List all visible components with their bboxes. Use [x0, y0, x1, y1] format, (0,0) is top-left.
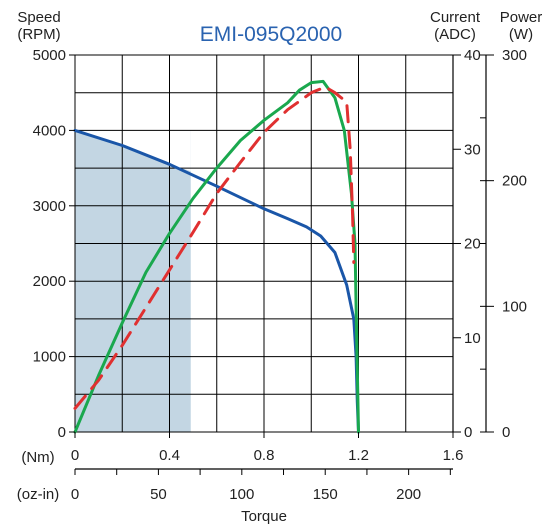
speed-tick-label: 1000 [33, 349, 66, 366]
nm-tick-label: 1.2 [348, 447, 369, 464]
current-tick-label: 30 [464, 141, 481, 158]
nm-tick-label: 0 [71, 447, 79, 464]
current-axis-label-line1: Current [430, 9, 481, 26]
current-axis-label-line2: (ADC) [434, 26, 476, 43]
power-tick-label: 0 [502, 424, 510, 441]
ozin-tick-label: 50 [150, 486, 167, 503]
chart-title: EMI-095Q2000 [200, 23, 342, 46]
ozin-tick-label: 150 [313, 486, 338, 503]
nm-tick-label: 1.6 [443, 447, 464, 464]
power-axis-label-line1: Power [500, 9, 543, 26]
power-tick-label: 100 [502, 298, 527, 315]
speed-tick-label: 2000 [33, 273, 66, 290]
ozin-tick-label: 0 [71, 486, 79, 503]
current-tick-label: 0 [464, 424, 472, 441]
speed-tick-label: 3000 [33, 198, 66, 215]
series-layer [73, 79, 360, 434]
current-tick-label: 10 [464, 330, 481, 347]
current-curve [73, 85, 356, 410]
nm-tick-label: 0.8 [254, 447, 275, 464]
x-axis-title: Torque [241, 508, 287, 525]
ozin-axis-unit: (oz-in) [17, 486, 60, 503]
speed-tick-label: 0 [58, 424, 66, 441]
power-tick-label: 300 [502, 47, 527, 64]
current-tick-label: 40 [464, 47, 481, 64]
ozin-tick-label: 200 [396, 486, 421, 503]
speed-axis-label-line1: Speed [17, 9, 60, 26]
power-axis-label-line2: (W) [509, 26, 533, 43]
nm-tick-label: 0.4 [159, 447, 180, 464]
nm-axis-unit: (Nm) [21, 449, 54, 466]
speed-axis-label-line2: (RPM) [17, 26, 60, 43]
power-tick-label: 200 [502, 173, 527, 190]
speed-tick-label: 5000 [33, 47, 66, 64]
axes: 0100020003000400050000102030400100200300… [33, 47, 527, 503]
speed-tick-label: 4000 [33, 122, 66, 139]
region-mask [75, 54, 191, 172]
current-tick-label: 20 [464, 236, 481, 253]
ozin-tick-label: 100 [229, 486, 254, 503]
